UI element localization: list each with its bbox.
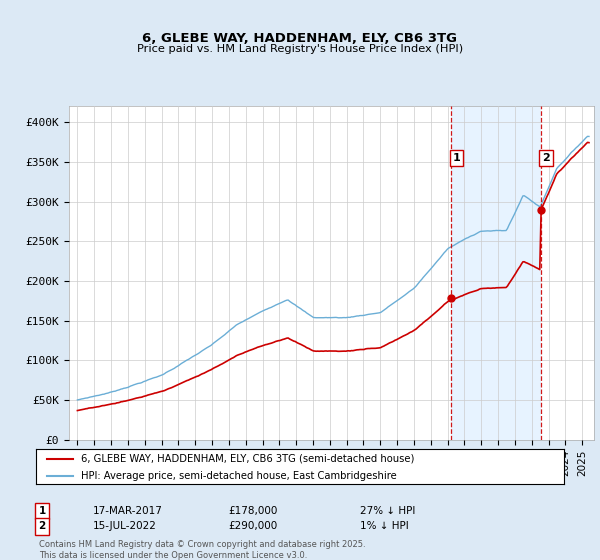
Text: 6, GLEBE WAY, HADDENHAM, ELY, CB6 3TG: 6, GLEBE WAY, HADDENHAM, ELY, CB6 3TG bbox=[143, 31, 458, 45]
Text: 15-JUL-2022: 15-JUL-2022 bbox=[93, 521, 157, 531]
Text: 2: 2 bbox=[38, 521, 46, 531]
Text: Contains HM Land Registry data © Crown copyright and database right 2025.
This d: Contains HM Land Registry data © Crown c… bbox=[39, 539, 365, 560]
Text: Price paid vs. HM Land Registry's House Price Index (HPI): Price paid vs. HM Land Registry's House … bbox=[137, 44, 463, 54]
Text: £290,000: £290,000 bbox=[228, 521, 277, 531]
Text: 6, GLEBE WAY, HADDENHAM, ELY, CB6 3TG (semi-detached house): 6, GLEBE WAY, HADDENHAM, ELY, CB6 3TG (s… bbox=[81, 454, 414, 464]
Text: 1% ↓ HPI: 1% ↓ HPI bbox=[360, 521, 409, 531]
Text: 2: 2 bbox=[542, 153, 550, 163]
Text: HPI: Average price, semi-detached house, East Cambridgeshire: HPI: Average price, semi-detached house,… bbox=[81, 470, 397, 480]
Bar bbox=[451, 106, 541, 440]
Text: £178,000: £178,000 bbox=[228, 506, 277, 516]
Text: 17-MAR-2017: 17-MAR-2017 bbox=[93, 506, 163, 516]
Text: 27% ↓ HPI: 27% ↓ HPI bbox=[360, 506, 415, 516]
Text: 1: 1 bbox=[38, 506, 46, 516]
Text: 1: 1 bbox=[452, 153, 460, 163]
